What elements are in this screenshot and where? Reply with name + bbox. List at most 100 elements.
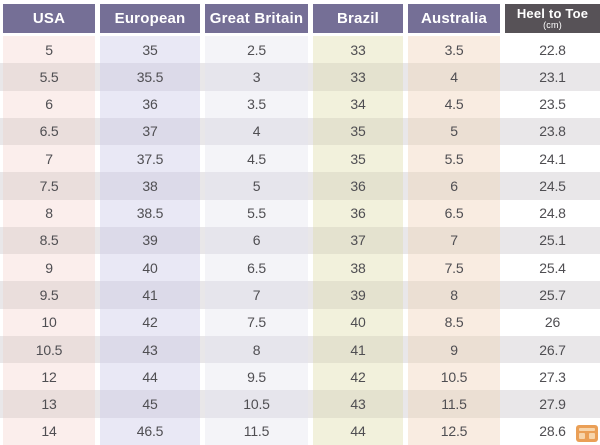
table-row: 7.5 38 5 36 6 24.5 xyxy=(0,172,600,200)
table-cell-usa: 7.5 xyxy=(3,172,95,200)
table-cell-european: 38 xyxy=(100,172,200,200)
table-cell-great-britain: 5.5 xyxy=(205,199,308,227)
table-cell-heel-to-toe: 26 xyxy=(505,308,600,336)
table-cell-usa: 5.5 xyxy=(3,63,95,91)
table-cell-brazil: 34 xyxy=(313,90,403,118)
table-cell-usa: 10.5 xyxy=(3,335,95,364)
table-cell-european: 46.5 xyxy=(100,417,200,445)
table-row: 14 46.5 11.5 44 12.5 28.6 xyxy=(0,417,600,445)
table-cell-australia: 7 xyxy=(408,226,500,255)
table-body: 5 35 2.5 33 3.5 22.8 5.5 35.5 3 33 4 23.… xyxy=(0,36,600,445)
table-cell-european: 38.5 xyxy=(100,199,200,227)
table-cell-heel-to-toe: 25.1 xyxy=(505,226,600,255)
table-cell-brazil: 36 xyxy=(313,199,403,227)
table-cell-european: 37 xyxy=(100,117,200,146)
table-cell-heel-to-toe: 26.7 xyxy=(505,335,600,364)
table-cell-great-britain: 11.5 xyxy=(205,417,308,445)
table-row: 7 37.5 4.5 35 5.5 24.1 xyxy=(0,145,600,173)
table-cell-usa: 12 xyxy=(3,363,95,391)
table-cell-great-britain: 7 xyxy=(205,281,308,309)
column-header-brazil: Brazil xyxy=(313,4,403,33)
table-row: 9 40 6.5 38 7.5 25.4 xyxy=(0,254,600,282)
table-cell-great-britain: 10.5 xyxy=(205,390,308,418)
table-cell-heel-to-toe: 24.8 xyxy=(505,199,600,227)
table-header-row: USA European Great Britain Brazil Austra… xyxy=(0,0,600,36)
table-cell-brazil: 33 xyxy=(313,63,403,91)
table-cell-brazil: 43 xyxy=(313,390,403,418)
table-cell-australia: 3.5 xyxy=(408,36,500,64)
table-cell-usa: 6.5 xyxy=(3,117,95,146)
heel-to-toe-unit-label: (cm) xyxy=(543,20,562,30)
table-cell-brazil: 39 xyxy=(313,281,403,309)
table-cell-usa: 9.5 xyxy=(3,281,95,309)
table-row: 6 36 3.5 34 4.5 23.5 xyxy=(0,90,600,118)
table-cell-australia: 4 xyxy=(408,63,500,91)
table-row: 8 38.5 5.5 36 6.5 24.8 xyxy=(0,199,600,227)
table-cell-european: 40 xyxy=(100,254,200,282)
table-cell-european: 35.5 xyxy=(100,63,200,91)
table-row: 10.5 43 8 41 9 26.7 xyxy=(0,335,600,364)
table-cell-heel-to-toe: 23.1 xyxy=(505,63,600,91)
table-cell-european: 35 xyxy=(100,36,200,64)
table-cell-great-britain: 9.5 xyxy=(205,363,308,391)
table-cell-australia: 4.5 xyxy=(408,90,500,118)
table-cell-usa: 5 xyxy=(3,36,95,64)
table-cell-usa: 6 xyxy=(3,90,95,118)
column-header-australia: Australia xyxy=(408,4,500,33)
table-cell-australia: 6.5 xyxy=(408,199,500,227)
table-row: 9.5 41 7 39 8 25.7 xyxy=(0,281,600,309)
table-cell-heel-to-toe: 27.9 xyxy=(505,390,600,418)
table-cell-great-britain: 8 xyxy=(205,335,308,364)
table-row: 6.5 37 4 35 5 23.8 xyxy=(0,117,600,146)
table-cell-european: 43 xyxy=(100,335,200,364)
table-cell-brazil: 33 xyxy=(313,36,403,64)
table-cell-brazil: 44 xyxy=(313,417,403,445)
table-cell-brazil: 38 xyxy=(313,254,403,282)
column-header-european: European xyxy=(100,4,200,33)
column-header-usa: USA xyxy=(3,4,95,33)
table-cell-great-britain: 3.5 xyxy=(205,90,308,118)
table-cell-european: 42 xyxy=(100,308,200,336)
table-cell-australia: 12.5 xyxy=(408,417,500,445)
table-cell-great-britain: 4 xyxy=(205,117,308,146)
table-cell-heel-to-toe: 24.1 xyxy=(505,145,600,173)
table-cell-great-britain: 7.5 xyxy=(205,308,308,336)
table-cell-australia: 7.5 xyxy=(408,254,500,282)
table-cell-australia: 11.5 xyxy=(408,390,500,418)
table-cell-usa: 9 xyxy=(3,254,95,282)
table-cell-heel-to-toe: 24.5 xyxy=(505,172,600,200)
table-cell-brazil: 40 xyxy=(313,308,403,336)
table-cell-usa: 13 xyxy=(3,390,95,418)
table-row: 10 42 7.5 40 8.5 26 xyxy=(0,308,600,336)
table-cell-australia: 9 xyxy=(408,335,500,364)
table-cell-australia: 10.5 xyxy=(408,363,500,391)
table-cell-usa: 8 xyxy=(3,199,95,227)
table-cell-heel-to-toe: 25.7 xyxy=(505,281,600,309)
table-cell-australia: 5.5 xyxy=(408,145,500,173)
table-cell-great-britain: 6 xyxy=(205,226,308,255)
table-cell-australia: 8.5 xyxy=(408,308,500,336)
table-cell-usa: 10 xyxy=(3,308,95,336)
table-cell-australia: 8 xyxy=(408,281,500,309)
table-cell-great-britain: 5 xyxy=(205,172,308,200)
table-cell-usa: 14 xyxy=(3,417,95,445)
table-cell-usa: 8.5 xyxy=(3,226,95,255)
table-cell-brazil: 35 xyxy=(313,145,403,173)
table-cell-australia: 6 xyxy=(408,172,500,200)
table-row: 13 45 10.5 43 11.5 27.9 xyxy=(0,390,600,418)
table-cell-brazil: 37 xyxy=(313,226,403,255)
heel-to-toe-label: Heel to Toe xyxy=(516,6,589,21)
table-row: 5 35 2.5 33 3.5 22.8 xyxy=(0,36,600,64)
table-cell-heel-to-toe: 23.8 xyxy=(505,117,600,146)
table-cell-european: 36 xyxy=(100,90,200,118)
table-row: 12 44 9.5 42 10.5 27.3 xyxy=(0,363,600,391)
table-cell-european: 37.5 xyxy=(100,145,200,173)
table-cell-heel-to-toe: 25.4 xyxy=(505,254,600,282)
table-cell-brazil: 41 xyxy=(313,335,403,364)
table-row: 5.5 35.5 3 33 4 23.1 xyxy=(0,63,600,91)
table-cell-great-britain: 3 xyxy=(205,63,308,91)
table-cell-great-britain: 2.5 xyxy=(205,36,308,64)
table-cell-brazil: 35 xyxy=(313,117,403,146)
table-cell-heel-to-toe: 23.5 xyxy=(505,90,600,118)
